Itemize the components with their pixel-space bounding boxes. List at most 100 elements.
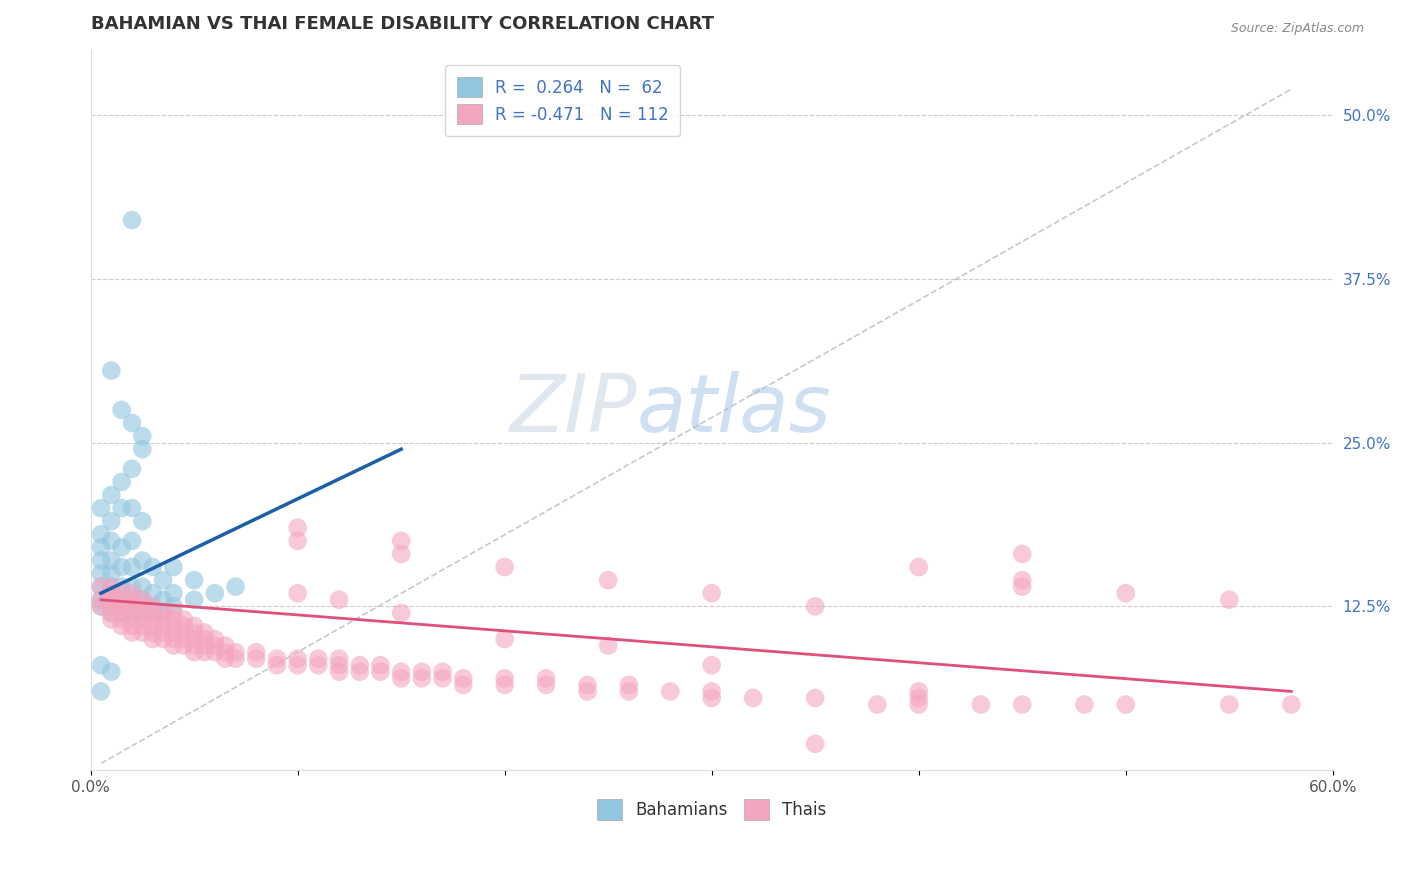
- Point: [100, 592, 122, 607]
- Point: [111, 541, 134, 555]
- Point: [162, 599, 184, 614]
- Point: [328, 651, 350, 665]
- Point: [90, 580, 112, 594]
- Point: [152, 606, 174, 620]
- Point: [183, 573, 205, 587]
- Point: [287, 651, 309, 665]
- Point: [225, 651, 247, 665]
- Legend: Bahamians, Thais: Bahamians, Thais: [591, 793, 834, 827]
- Point: [121, 619, 143, 633]
- Point: [598, 573, 620, 587]
- Point: [90, 592, 112, 607]
- Point: [142, 619, 165, 633]
- Point: [100, 586, 122, 600]
- Point: [100, 606, 122, 620]
- Point: [142, 632, 165, 646]
- Point: [328, 658, 350, 673]
- Point: [183, 592, 205, 607]
- Point: [494, 632, 516, 646]
- Point: [111, 612, 134, 626]
- Point: [111, 599, 134, 614]
- Point: [225, 580, 247, 594]
- Point: [111, 592, 134, 607]
- Point: [389, 606, 412, 620]
- Point: [700, 684, 723, 698]
- Point: [90, 599, 112, 614]
- Point: [142, 606, 165, 620]
- Point: [1011, 580, 1033, 594]
- Point: [598, 639, 620, 653]
- Point: [131, 599, 153, 614]
- Point: [142, 612, 165, 626]
- Point: [287, 586, 309, 600]
- Point: [142, 599, 165, 614]
- Point: [121, 533, 143, 548]
- Text: ZIP: ZIP: [510, 371, 637, 449]
- Point: [152, 619, 174, 633]
- Point: [411, 671, 433, 685]
- Point: [121, 592, 143, 607]
- Point: [287, 533, 309, 548]
- Point: [183, 625, 205, 640]
- Point: [266, 658, 288, 673]
- Point: [131, 619, 153, 633]
- Point: [328, 592, 350, 607]
- Point: [111, 580, 134, 594]
- Point: [90, 501, 112, 516]
- Point: [245, 651, 267, 665]
- Text: atlas: atlas: [637, 371, 832, 449]
- Point: [214, 645, 236, 659]
- Point: [121, 606, 143, 620]
- Point: [307, 658, 329, 673]
- Point: [162, 625, 184, 640]
- Point: [804, 737, 827, 751]
- Point: [534, 671, 557, 685]
- Point: [142, 586, 165, 600]
- Point: [907, 698, 929, 712]
- Point: [193, 645, 215, 659]
- Point: [152, 625, 174, 640]
- Point: [121, 560, 143, 574]
- Point: [152, 573, 174, 587]
- Point: [100, 580, 122, 594]
- Point: [162, 639, 184, 653]
- Point: [100, 592, 122, 607]
- Point: [742, 690, 765, 705]
- Point: [90, 599, 112, 614]
- Point: [100, 488, 122, 502]
- Point: [907, 684, 929, 698]
- Point: [214, 639, 236, 653]
- Text: Source: ZipAtlas.com: Source: ZipAtlas.com: [1230, 22, 1364, 36]
- Point: [142, 560, 165, 574]
- Point: [349, 665, 371, 679]
- Point: [214, 651, 236, 665]
- Point: [100, 364, 122, 378]
- Point: [121, 213, 143, 227]
- Point: [111, 403, 134, 417]
- Point: [152, 606, 174, 620]
- Point: [152, 592, 174, 607]
- Point: [494, 678, 516, 692]
- Point: [183, 639, 205, 653]
- Point: [432, 665, 454, 679]
- Point: [152, 612, 174, 626]
- Point: [204, 645, 226, 659]
- Point: [700, 690, 723, 705]
- Point: [576, 684, 599, 698]
- Point: [389, 547, 412, 561]
- Point: [121, 606, 143, 620]
- Point: [131, 606, 153, 620]
- Point: [183, 645, 205, 659]
- Point: [111, 599, 134, 614]
- Point: [245, 645, 267, 659]
- Point: [90, 527, 112, 541]
- Point: [100, 612, 122, 626]
- Point: [162, 619, 184, 633]
- Point: [121, 416, 143, 430]
- Point: [131, 442, 153, 457]
- Point: [183, 619, 205, 633]
- Point: [370, 658, 392, 673]
- Point: [162, 560, 184, 574]
- Point: [111, 475, 134, 489]
- Point: [111, 560, 134, 574]
